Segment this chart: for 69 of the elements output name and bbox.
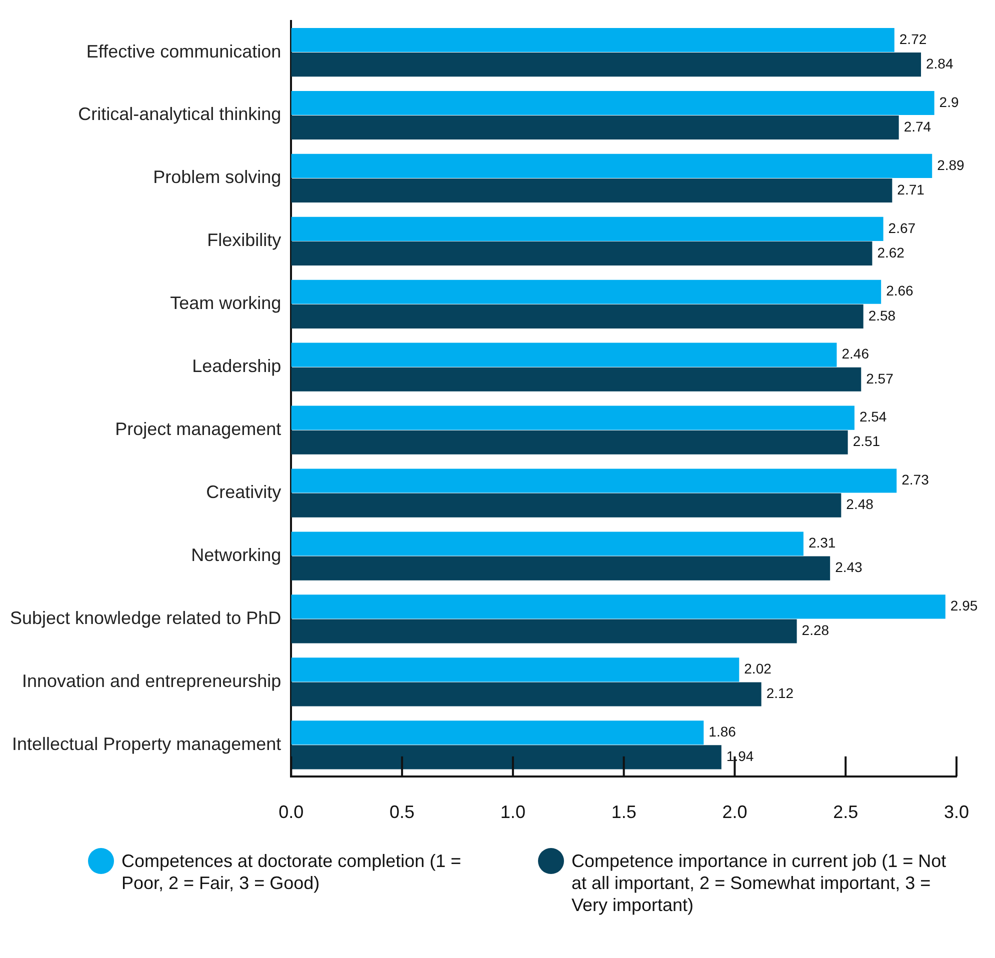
y-tick-label: Team working bbox=[170, 293, 282, 314]
y-tick-label: Subject knowledge related to PhD bbox=[10, 608, 282, 628]
bar bbox=[291, 406, 854, 430]
x-tick-label: 1.0 bbox=[500, 802, 526, 822]
legend-label: Competences at doctorate completion (1 = Poor, 2 = Fair, 3 = Good) bbox=[122, 850, 462, 894]
y-tick-label: Effective communication bbox=[86, 41, 282, 62]
bar bbox=[291, 216, 884, 241]
data-label: 2.66 bbox=[886, 282, 914, 299]
data-label: 2.74 bbox=[904, 118, 932, 134]
data-label: 2.31 bbox=[808, 534, 836, 551]
y-tick-label: Networking bbox=[191, 544, 282, 565]
bar bbox=[291, 619, 797, 644]
data-label: 2.67 bbox=[888, 220, 916, 236]
data-label: 2.46 bbox=[842, 346, 870, 362]
bar bbox=[291, 241, 872, 266]
y-tick-label: Innovation and entrepreneurship bbox=[22, 670, 282, 691]
data-label: 2.28 bbox=[802, 622, 830, 638]
bar bbox=[291, 154, 932, 178]
data-label: 2.12 bbox=[766, 685, 794, 702]
bar bbox=[291, 367, 862, 392]
data-label: 2.71 bbox=[897, 181, 925, 198]
data-label: 2.73 bbox=[902, 472, 930, 488]
bar bbox=[291, 556, 830, 580]
y-tick-label: Intellectual Property management bbox=[12, 734, 282, 754]
y-tick-label: Creativity bbox=[206, 482, 282, 502]
bar bbox=[291, 658, 740, 682]
bar bbox=[291, 342, 837, 367]
data-label: 2.58 bbox=[868, 307, 896, 324]
data-label: 2.51 bbox=[852, 433, 880, 450]
data-label: 1.94 bbox=[726, 748, 754, 764]
bar bbox=[291, 52, 922, 77]
bar bbox=[291, 28, 894, 52]
data-label: 2.95 bbox=[950, 598, 978, 614]
bar bbox=[291, 532, 804, 556]
data-label: 2.9 bbox=[939, 94, 959, 110]
y-tick-label: Critical-analytical thinking bbox=[78, 104, 282, 124]
data-label: 2.54 bbox=[859, 408, 887, 425]
bar bbox=[291, 90, 934, 116]
bar bbox=[291, 115, 899, 140]
x-tick-label: 2.5 bbox=[833, 802, 858, 822]
bar bbox=[291, 178, 892, 203]
y-tick-label: Leadership bbox=[192, 356, 282, 376]
x-tick-label: 3.0 bbox=[944, 802, 970, 822]
data-label: 2.48 bbox=[846, 496, 874, 512]
y-tick-label: Flexibility bbox=[207, 230, 282, 250]
bar bbox=[291, 594, 946, 619]
data-label: 1.86 bbox=[708, 724, 736, 740]
data-label: 2.89 bbox=[937, 156, 965, 173]
bar bbox=[291, 430, 848, 454]
data-label: 2.57 bbox=[866, 370, 894, 386]
legend-label: Competence importance in current job (1 = Not at all important, 2 = Somewhat important, 3 = Very important) bbox=[572, 850, 948, 916]
bar bbox=[291, 304, 864, 328]
y-tick-label: Project management bbox=[115, 419, 282, 440]
x-tick-label: 2.0 bbox=[722, 802, 748, 822]
x-tick-label: 0.0 bbox=[278, 802, 304, 822]
data-label: 2.02 bbox=[744, 660, 772, 677]
data-label: 2.72 bbox=[899, 30, 927, 47]
bar bbox=[291, 682, 762, 706]
bar bbox=[291, 493, 842, 518]
bar bbox=[291, 720, 704, 745]
data-label: 2.84 bbox=[926, 55, 954, 72]
bar bbox=[291, 745, 722, 770]
x-tick-label: 1.5 bbox=[611, 802, 636, 822]
x-tick-label: 0.5 bbox=[390, 802, 415, 822]
data-label: 2.43 bbox=[835, 559, 863, 576]
bar bbox=[291, 280, 882, 304]
data-label: 2.62 bbox=[877, 244, 905, 260]
y-tick-label: Problem solving bbox=[153, 167, 282, 188]
bar bbox=[291, 468, 897, 493]
